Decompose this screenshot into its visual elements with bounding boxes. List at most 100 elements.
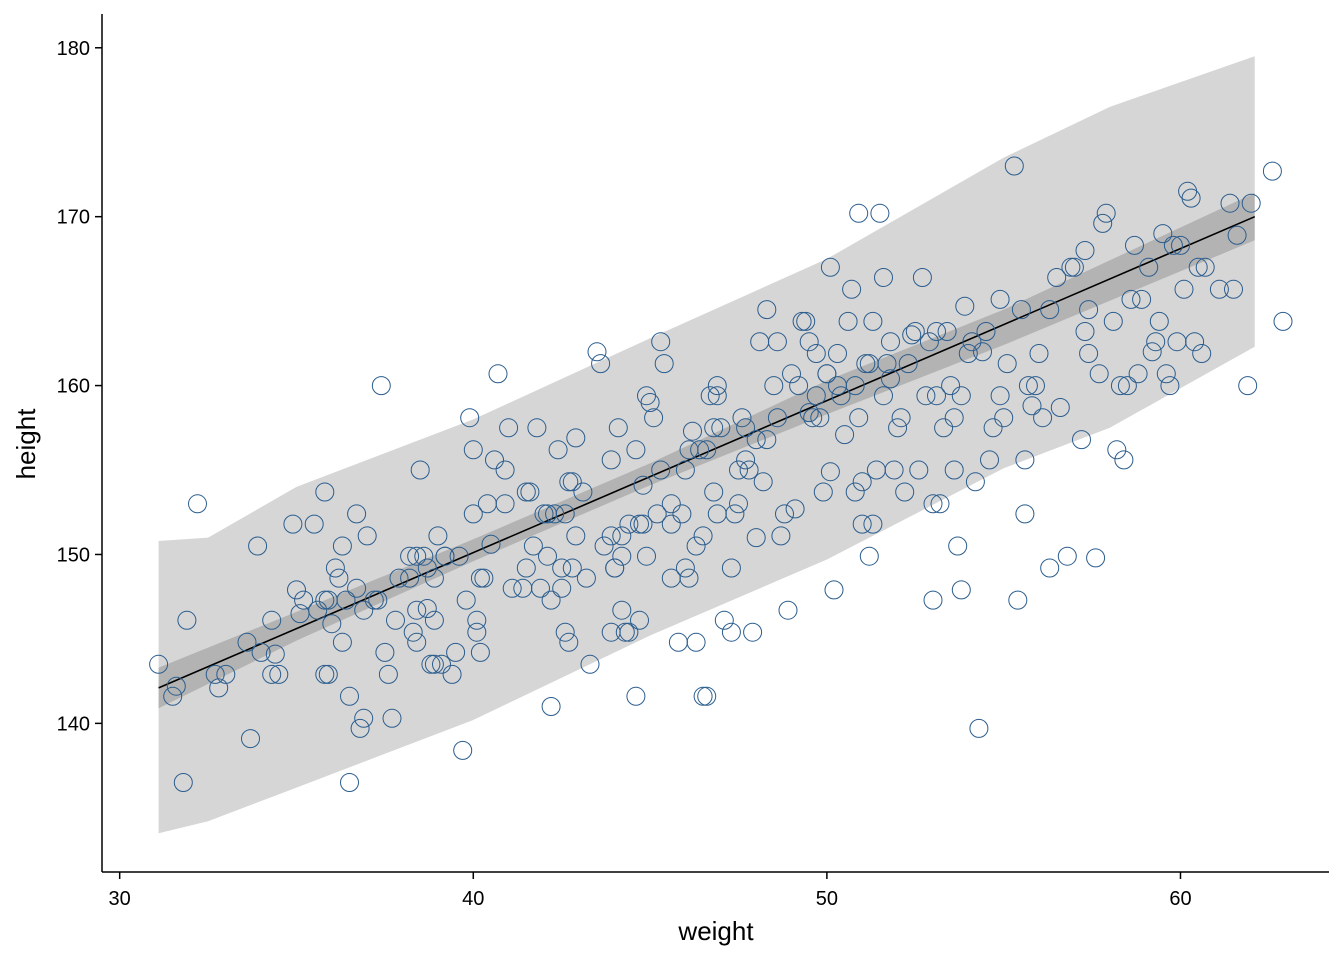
data-point bbox=[842, 279, 862, 299]
data-point bbox=[644, 408, 664, 428]
data-point bbox=[499, 418, 519, 438]
data-point bbox=[336, 590, 356, 610]
y-tick-label: 150 bbox=[57, 544, 90, 566]
data-point bbox=[495, 494, 515, 514]
data-point bbox=[965, 472, 985, 492]
data-point bbox=[852, 514, 872, 534]
data-point bbox=[976, 322, 996, 341]
data-point bbox=[937, 322, 957, 341]
data-point bbox=[357, 526, 377, 546]
data-point bbox=[828, 344, 847, 363]
data-point bbox=[1022, 396, 1042, 416]
data-point bbox=[322, 614, 342, 634]
data-point bbox=[251, 642, 271, 662]
data-point bbox=[852, 472, 872, 492]
data-point bbox=[630, 610, 649, 630]
data-point bbox=[474, 568, 494, 588]
data-point bbox=[463, 504, 483, 524]
data-point bbox=[432, 654, 451, 674]
mean-interval-band bbox=[158, 193, 1255, 709]
data-point bbox=[739, 460, 759, 480]
data-point bbox=[693, 526, 713, 546]
data-point bbox=[944, 460, 964, 480]
data-point bbox=[495, 460, 515, 480]
data-point bbox=[541, 697, 561, 716]
data-point bbox=[951, 386, 971, 406]
x-tick-label: 50 bbox=[816, 888, 838, 910]
data-point bbox=[736, 450, 756, 470]
data-point bbox=[1107, 440, 1127, 460]
data-point bbox=[340, 686, 359, 706]
data-point bbox=[707, 386, 727, 406]
data-point bbox=[177, 610, 197, 630]
data-point bbox=[407, 600, 427, 620]
y-tick-label: 160 bbox=[57, 376, 90, 398]
data-point bbox=[332, 632, 352, 652]
data-point bbox=[1072, 430, 1091, 450]
data-point bbox=[587, 342, 607, 362]
data-point bbox=[725, 504, 745, 524]
data-point bbox=[757, 430, 777, 450]
data-point bbox=[601, 526, 621, 546]
data-point bbox=[166, 676, 186, 696]
data-point bbox=[470, 568, 490, 588]
data-point bbox=[1110, 376, 1130, 396]
data-point bbox=[767, 332, 787, 352]
data-point bbox=[863, 514, 883, 534]
data-point bbox=[813, 482, 833, 502]
data-point bbox=[881, 332, 900, 352]
data-point bbox=[435, 546, 455, 566]
data-point bbox=[683, 421, 702, 441]
data-point bbox=[403, 622, 423, 642]
data-point bbox=[668, 632, 688, 652]
data-point bbox=[467, 622, 487, 642]
x-ticks: 30 40 50 60 bbox=[109, 872, 1192, 910]
regression-line bbox=[158, 215, 1256, 689]
data-point bbox=[651, 332, 671, 352]
data-point bbox=[1181, 188, 1201, 208]
x-tick-label: 30 bbox=[109, 888, 131, 910]
data-point bbox=[269, 664, 289, 684]
data-point bbox=[407, 546, 427, 566]
data-point bbox=[630, 514, 649, 534]
data-point bbox=[612, 546, 632, 566]
data-point bbox=[1192, 344, 1212, 363]
data-point bbox=[647, 504, 667, 524]
data-point bbox=[912, 268, 932, 287]
data-point bbox=[919, 332, 939, 352]
data-point bbox=[354, 708, 374, 728]
data-point bbox=[216, 664, 236, 684]
data-point bbox=[831, 386, 851, 406]
data-point bbox=[580, 654, 600, 674]
data-point bbox=[1209, 279, 1229, 299]
x-tick-label: 40 bbox=[462, 888, 484, 910]
data-point bbox=[601, 450, 621, 470]
data-point bbox=[810, 408, 830, 428]
data-point bbox=[318, 664, 338, 684]
data-point bbox=[173, 773, 193, 792]
data-point bbox=[552, 578, 572, 598]
data-point bbox=[1050, 398, 1070, 417]
data-point bbox=[566, 428, 586, 448]
data-point bbox=[1040, 300, 1060, 320]
data-point bbox=[884, 460, 904, 480]
data-point bbox=[424, 654, 444, 674]
data-point bbox=[721, 558, 741, 578]
data-point bbox=[262, 610, 282, 630]
data-point bbox=[888, 418, 908, 438]
data-point bbox=[743, 622, 763, 642]
data-point bbox=[1114, 450, 1134, 470]
data-point bbox=[619, 514, 639, 534]
x-axis-title: weight bbox=[677, 916, 754, 946]
data-point bbox=[1149, 311, 1169, 331]
data-point bbox=[1227, 225, 1247, 245]
data-point bbox=[502, 578, 522, 598]
data-point bbox=[721, 622, 741, 642]
data-point bbox=[1156, 364, 1176, 384]
data-point bbox=[704, 482, 724, 502]
data-point bbox=[1040, 558, 1060, 578]
data-point bbox=[1262, 161, 1282, 181]
data-point bbox=[1061, 257, 1081, 277]
data-point bbox=[428, 526, 448, 546]
